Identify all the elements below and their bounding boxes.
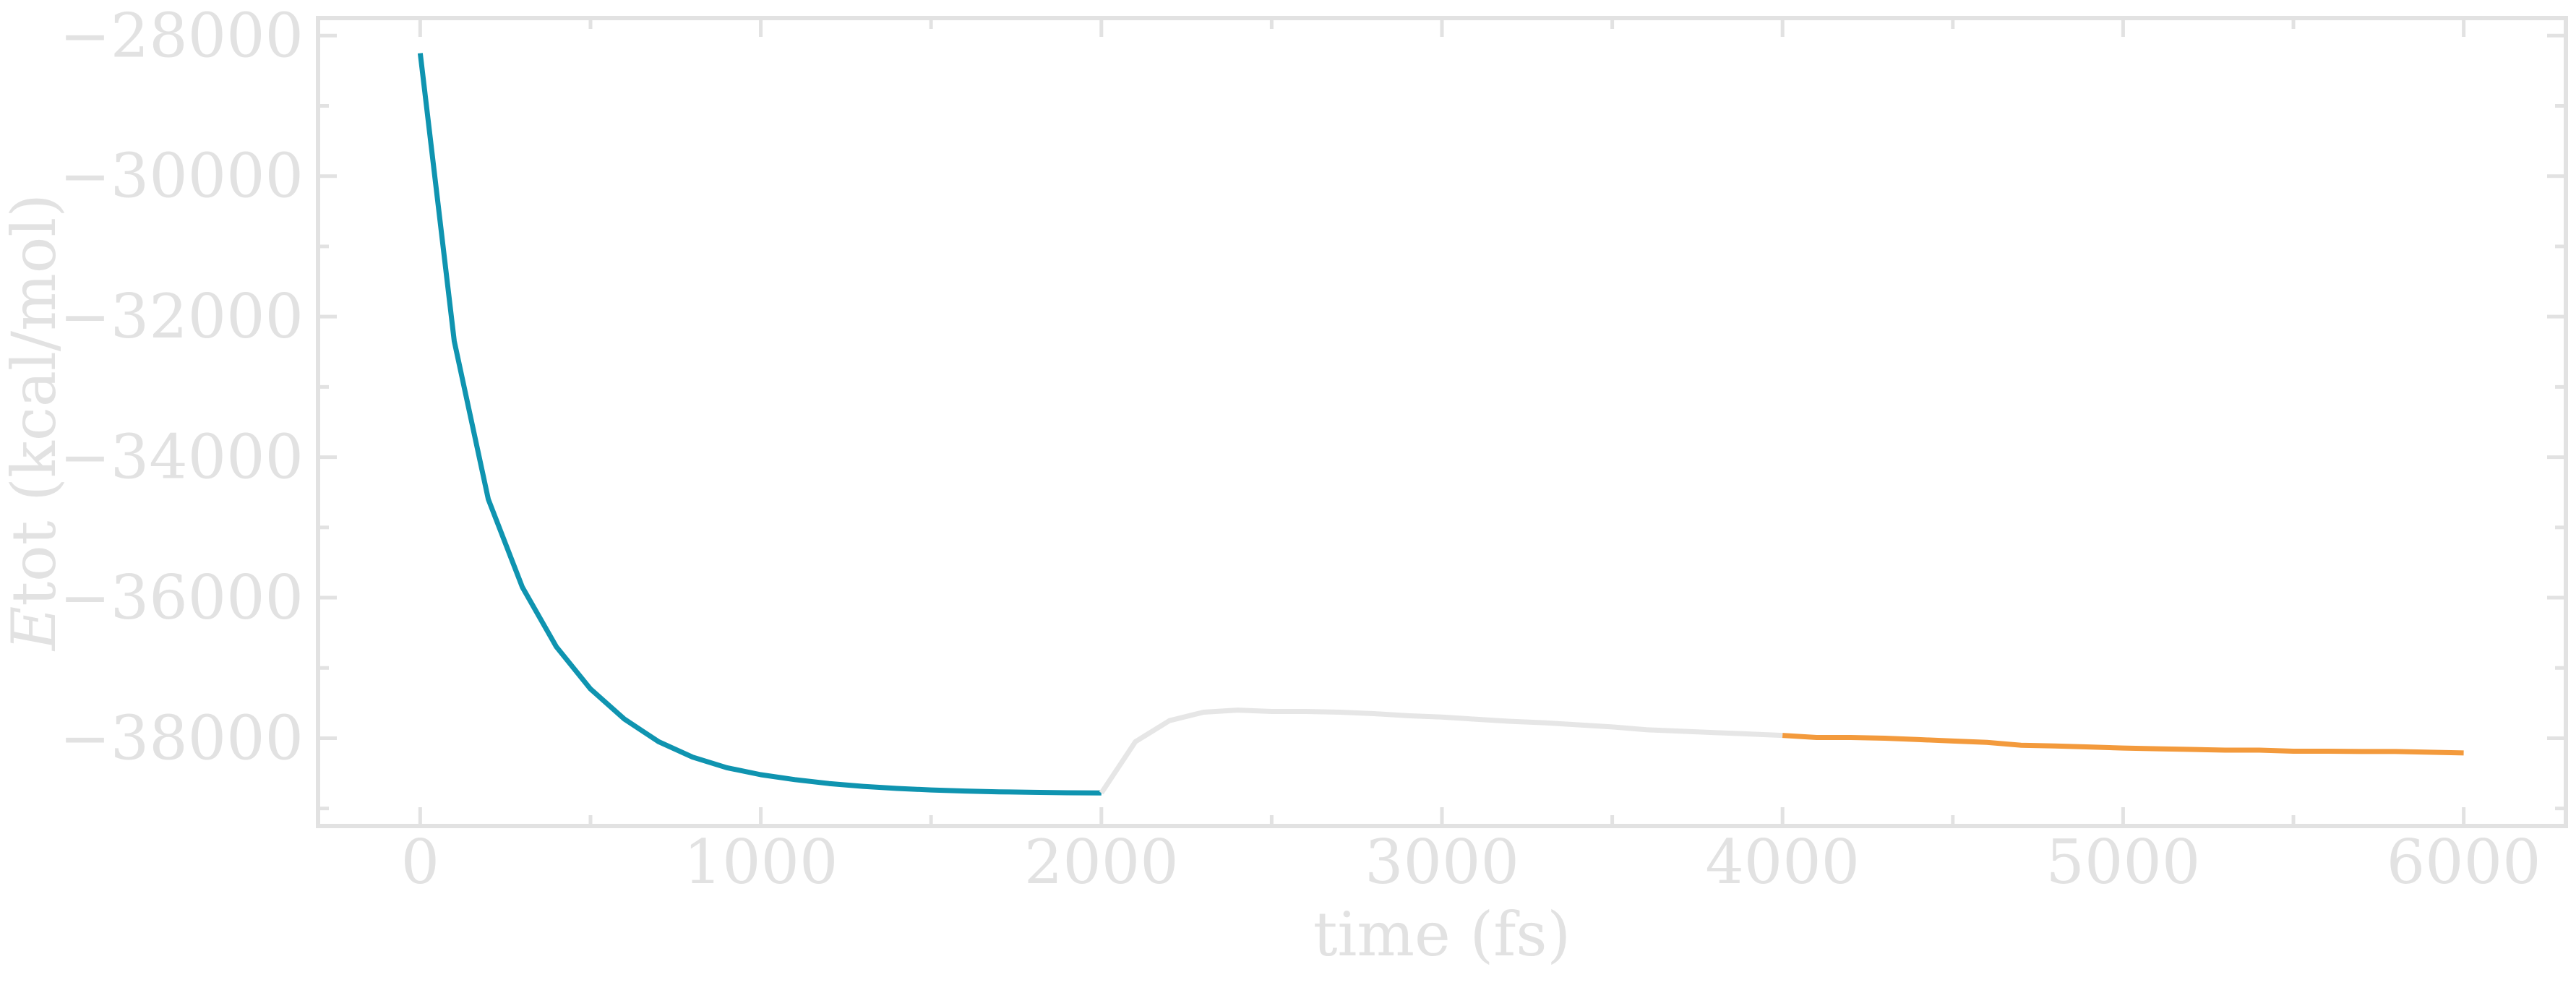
y-tick-label: −38000: [59, 702, 304, 773]
y-tick-label: −28000: [59, 0, 304, 71]
y-axis-title: Etot (kcal/mol): [0, 194, 69, 652]
tick-labels: 0 1000 2000 3000 4000 5000 6000 −28000 −30000 −32…: [59, 0, 2541, 898]
x-tick-label: 1000: [684, 827, 838, 898]
y-axis-title-rest: tot (kcal/mol): [0, 194, 69, 606]
x-tick-label: 3000: [1365, 827, 1519, 898]
x-tick-label: 6000: [2387, 827, 2541, 898]
plot-frame: [316, 16, 2568, 828]
axis-ticks: [318, 18, 2566, 826]
series-line-3: [1782, 733, 2464, 756]
y-axis-title-symbol: E: [0, 606, 69, 652]
y-tick-label: −36000: [59, 562, 304, 633]
y-tick-label: −32000: [59, 281, 304, 352]
x-tick-label: 4000: [1705, 827, 1860, 898]
x-tick-label: 2000: [1024, 827, 1179, 898]
series-line-2: [1099, 707, 1783, 795]
y-tick-label: −34000: [59, 422, 304, 493]
series-layer: [417, 53, 2464, 796]
y-tick-label: −30000: [59, 141, 304, 212]
x-tick-label: 5000: [2046, 827, 2201, 898]
series-line-1: [417, 53, 1102, 796]
x-tick-label: 0: [401, 827, 439, 898]
x-axis-title: time (fs): [1313, 899, 1571, 970]
